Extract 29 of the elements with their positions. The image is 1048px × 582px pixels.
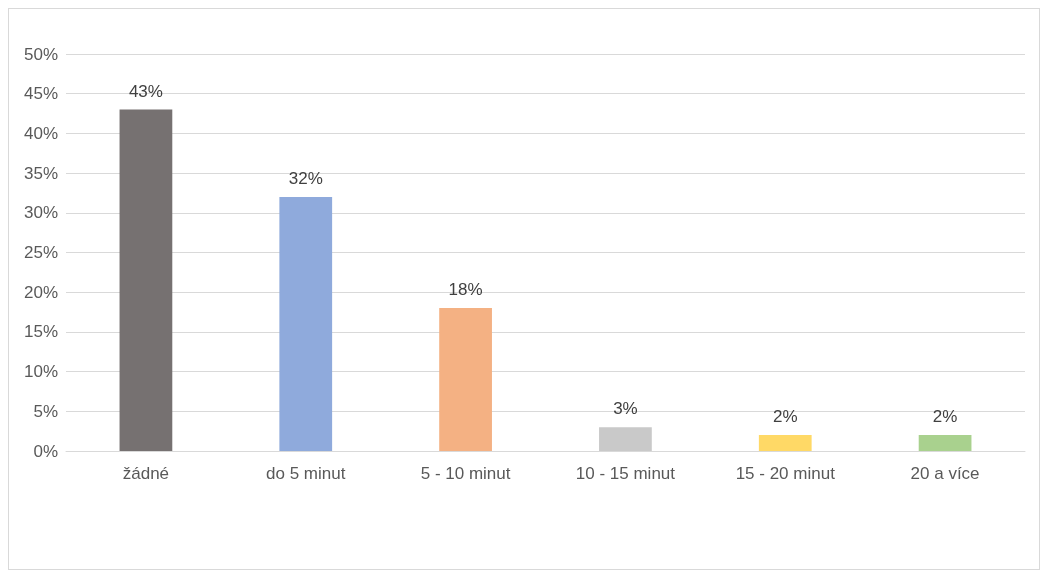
y-tick-label: 10% bbox=[23, 362, 58, 382]
data-label: 18% bbox=[448, 280, 483, 300]
y-tick-label: 35% bbox=[23, 163, 58, 183]
data-label: 2% bbox=[932, 407, 958, 427]
bar bbox=[918, 435, 972, 451]
x-tick-label: do 5 minut bbox=[266, 464, 346, 483]
bar bbox=[758, 435, 812, 451]
bar bbox=[439, 308, 492, 451]
x-tick-label: 15 - 20 minut bbox=[735, 464, 836, 483]
bar bbox=[599, 427, 652, 451]
y-tick-label: 5% bbox=[33, 401, 58, 421]
y-tick-label: 30% bbox=[23, 203, 58, 223]
data-label: 32% bbox=[288, 168, 323, 188]
y-tick-label: 50% bbox=[23, 44, 58, 64]
y-tick-label: 45% bbox=[23, 84, 58, 104]
x-tick-label: 20 a více bbox=[910, 464, 980, 483]
y-tick-label: 25% bbox=[23, 243, 58, 262]
x-tick-label: 10 - 15 minut bbox=[575, 464, 676, 483]
data-label: 3% bbox=[613, 399, 638, 419]
data-label: 2% bbox=[772, 407, 798, 427]
bar bbox=[119, 109, 173, 451]
y-tick-label: 40% bbox=[23, 123, 58, 143]
y-tick-label: 15% bbox=[23, 322, 58, 342]
bar bbox=[279, 196, 333, 451]
y-tick-label: 20% bbox=[23, 282, 58, 302]
x-tick-label: žádné bbox=[122, 464, 170, 483]
data-label: 43% bbox=[128, 81, 163, 101]
y-tick-label: 0% bbox=[33, 441, 58, 461]
x-tick-label: 5 - 10 minut bbox=[420, 464, 511, 483]
